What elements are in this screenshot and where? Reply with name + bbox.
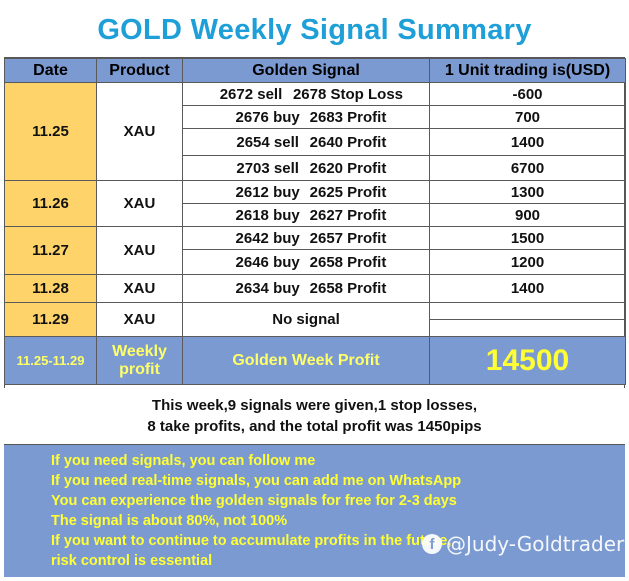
table-row: 2618 buy 2627 Profit 900 — [5, 203, 626, 227]
table-row: 11.29 XAU No signal — [4, 302, 626, 337]
signal-exit: 2640 Profit — [309, 133, 387, 151]
footer-line: The signal is about 80%, not 100% — [51, 513, 288, 529]
footer-line: If you need real-time signals, you can a… — [51, 473, 462, 489]
signal-exit: 2657 Profit — [309, 229, 387, 247]
product-cell: XAU — [96, 274, 183, 303]
header-signal: Golden Signal — [182, 58, 430, 83]
table-header: Date Product Golden Signal 1 Unit tradin… — [4, 58, 626, 83]
result-cell-empty — [429, 302, 626, 320]
signal-exit: 2625 Profit — [309, 183, 387, 201]
weekly-note: This week,9 signals were given,1 stop lo… — [4, 388, 625, 445]
result-cell: 700 — [429, 105, 626, 129]
date-cell: 11.29 — [4, 302, 97, 337]
signal-exit: 2678 Stop Loss — [292, 85, 404, 103]
signal-entry: 2634 buy — [235, 280, 300, 297]
signal-cell: 2618 buy 2627 Profit — [182, 203, 430, 227]
signal-exit: 2658 Profit — [309, 280, 387, 297]
signal-table: Date Product Golden Signal 1 Unit tradin… — [4, 58, 626, 385]
date-cell: 11.25 — [4, 82, 97, 181]
signal-exit: 2627 Profit — [309, 206, 387, 224]
result-cell: 1200 — [429, 249, 626, 275]
signal-entry: 2703 sell — [236, 159, 299, 177]
signal-cell: 2654 sell 2640 Profit — [182, 128, 430, 156]
signal-entry: 2646 buy — [235, 253, 300, 271]
footer-panel: If you need signals, you can follow me I… — [4, 445, 625, 577]
signal-cell: 2646 buy 2658 Profit — [182, 249, 430, 275]
table-row: 11.25 XAU 2672 sell 2678 Stop Loss -600 — [4, 82, 626, 181]
note-line-2: 8 take profits, and the total profit was… — [147, 418, 482, 435]
header-product: Product — [96, 58, 183, 83]
signal-exit: 2620 Profit — [309, 159, 387, 177]
date-cell: 11.28 — [4, 274, 97, 303]
signal-cell: 2642 buy 2657 Profit — [182, 226, 430, 250]
signal-entry: 2654 sell — [236, 133, 299, 151]
result-cell: -600 — [429, 82, 626, 106]
watermark: f @Judy-Goldtrader — [422, 532, 624, 556]
table-row: 11.26 XAU 2612 buy 2625 Profit 1300 — [4, 180, 626, 227]
signal-entry: 2612 buy — [235, 183, 300, 201]
title-bar: GOLD Weekly Signal Summary — [4, 4, 625, 58]
summary-label: Weekly profit — [96, 336, 183, 385]
date-cell: 11.26 — [4, 180, 97, 227]
signal-exit: 2658 Profit — [309, 253, 387, 271]
result-cell: 1300 — [429, 180, 626, 204]
result-cell-empty — [429, 319, 626, 337]
signal-entry: 2642 buy — [235, 229, 300, 247]
signal-cell: 2612 buy 2625 Profit — [182, 180, 430, 204]
result-cell: 1500 — [429, 226, 626, 250]
footer-line: If you need signals, you can follow me — [51, 453, 316, 469]
result-cell: 6700 — [429, 155, 626, 181]
product-cell: XAU — [96, 82, 183, 181]
result-cell: 1400 — [429, 128, 626, 156]
signal-exit: 2683 Profit — [309, 108, 387, 126]
signal-cell: 2703 sell 2620 Profit — [182, 155, 430, 181]
footer-line: If you want to continue to accumulate pr… — [51, 533, 452, 549]
note-line-1: This week,9 signals were given,1 stop lo… — [151, 397, 478, 414]
summary-label-line1: Weekly — [112, 342, 167, 360]
result-cell: 1400 — [429, 274, 626, 303]
summary-row: 11.25-11.29 Weekly profit Golden Week Pro… — [4, 336, 626, 385]
table-row: 2654 sell 2640 Profit 1400 — [5, 128, 626, 156]
signal-cell: 2672 sell 2678 Stop Loss — [182, 82, 430, 106]
signal-cell: No signal — [182, 302, 430, 337]
table-row: 2646 buy 2658 Profit 1200 — [5, 249, 626, 275]
summary-range: 11.25-11.29 — [4, 336, 97, 385]
product-cell: XAU — [96, 302, 183, 337]
summary-total: 14500 — [429, 336, 626, 385]
summary-name: Golden Week Profit — [182, 336, 430, 385]
signal-entry: 2672 sell — [219, 85, 283, 103]
product-cell: XAU — [96, 180, 183, 227]
page-title: GOLD Weekly Signal Summary — [97, 14, 532, 46]
footer-line: You can experience the golden signals fo… — [51, 493, 457, 509]
signal-cell: 2634 buy 2658 Profit — [182, 274, 430, 303]
table-row: 2676 buy 2683 Profit 700 — [5, 105, 626, 129]
table-row: 2703 sell 2620 Profit 6700 — [5, 155, 626, 181]
signal-cell: 2676 buy 2683 Profit — [182, 105, 430, 129]
date-cell: 11.27 — [4, 226, 97, 275]
product-cell: XAU — [96, 226, 183, 275]
header-result: 1 Unit trading is(USD) — [429, 58, 626, 83]
facebook-icon: f — [422, 534, 442, 554]
signal-entry: 2618 buy — [235, 206, 300, 224]
table-row: 11.28 XAU 2634 buy 2658 Profit 1400 — [4, 274, 626, 303]
table-row: 11.27 XAU 2642 buy 2657 Profit 1500 — [4, 226, 626, 275]
result-cell: 900 — [429, 203, 626, 227]
header-date: Date — [4, 58, 97, 83]
signal-entry: 2676 buy — [235, 108, 300, 126]
watermark-text: @Judy-Goldtrader — [446, 532, 625, 556]
footer-line: risk control is essential — [51, 553, 213, 569]
summary-label-line2: profit — [119, 360, 160, 378]
